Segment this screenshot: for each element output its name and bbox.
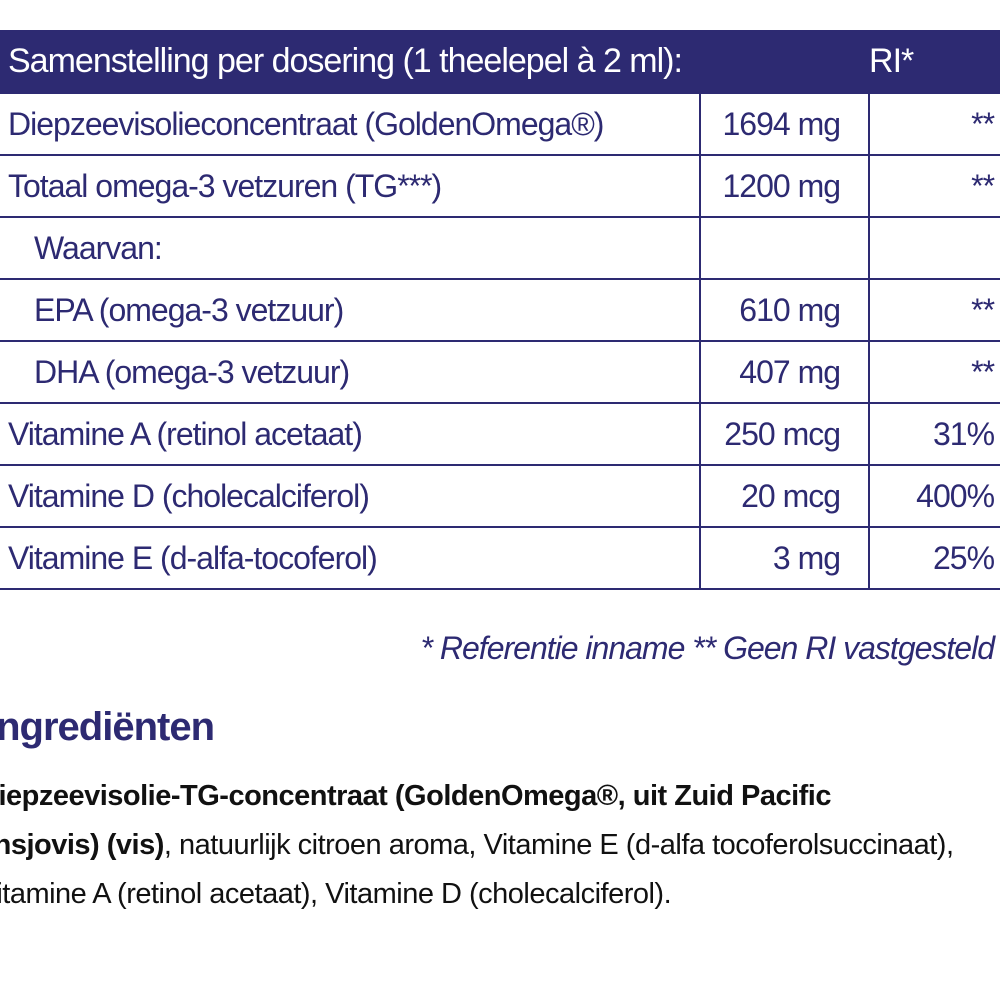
table-header: Samenstelling per dosering (1 theelepel … — [0, 30, 1000, 93]
nutrient-name: Vitamine E (d-alfa-tocoferol) — [0, 526, 701, 590]
nutrient-amount: 1694 mg — [698, 92, 871, 156]
nutrient-amount-text: 250 mcg — [724, 415, 841, 452]
nutrient-ri: ** — [868, 92, 1000, 156]
nutrient-name-text: Diepzeevisolieconcentraat (GoldenOmega®) — [8, 105, 604, 142]
ingredients-bold: Diepzeevisolie-TG-concentraat (GoldenOme… — [0, 780, 831, 861]
nutrient-name-text: Vitamine A (retinol acetaat) — [8, 415, 363, 452]
footnote: * Referentie inname ** Geen RI vastgeste… — [420, 630, 995, 666]
nutrient-ri: ** — [868, 154, 1000, 218]
nutrient-amount: 407 mg — [698, 340, 871, 404]
nutrient-amount-text: 1694 mg — [722, 105, 841, 142]
header-composition-text: Samenstelling per dosering (1 theelepel … — [8, 41, 683, 80]
nutrient-name: DHA (omega-3 vetzuur) — [0, 340, 701, 404]
nutrient-ri-text: 31% — [932, 415, 995, 452]
nutrient-amount: 610 mg — [698, 278, 871, 342]
nutrient-name: Waarvan: — [0, 216, 701, 280]
nutrient-name-text: EPA (omega-3 vetzuur) — [34, 291, 344, 328]
nutrient-ri: ** — [868, 278, 1000, 342]
nutrient-amount — [698, 216, 871, 280]
table-row: Diepzeevisolieconcentraat (GoldenOmega®)… — [0, 92, 1000, 156]
nutrient-ri-text: ** — [971, 353, 995, 390]
table-row: Vitamine A (retinol acetaat) 250 mcg 31% — [0, 402, 1000, 466]
table-row: Waarvan: — [0, 216, 1000, 280]
nutrient-ri: ** — [868, 340, 1000, 404]
nutrient-amount-text: 407 mg — [739, 353, 841, 390]
nutrient-ri — [868, 216, 1000, 280]
table-row: DHA (omega-3 vetzuur) 407 mg ** — [0, 340, 1000, 404]
nutrient-ri-text: ** — [971, 167, 995, 204]
ingredients-text: Diepzeevisolie-TG-concentraat (GoldenOme… — [0, 772, 958, 919]
nutrient-amount-text: 610 mg — [739, 291, 841, 328]
nutrient-amount-text: 20 mcg — [741, 477, 841, 514]
nutrient-name: Vitamine A (retinol acetaat) — [0, 402, 701, 466]
nutrient-name-text: Totaal omega-3 vetzuren (TG***) — [8, 167, 442, 204]
nutrient-ri: 25% — [868, 526, 1000, 590]
table-row: Vitamine E (d-alfa-tocoferol) 3 mg 25% — [0, 526, 1000, 590]
header-composition: Samenstelling per dosering (1 theelepel … — [0, 30, 870, 93]
nutrient-ri-text: 25% — [932, 539, 995, 576]
nutrient-ri-text: ** — [971, 105, 995, 142]
nutrient-name: Vitamine D (cholecalciferol) — [0, 464, 701, 528]
nutrient-name: Diepzeevisolieconcentraat (GoldenOmega®) — [0, 92, 701, 156]
ingredients-title: Ingrediënten — [0, 705, 215, 749]
nutrient-ri: 400% — [868, 464, 1000, 528]
table-row: Totaal omega-3 vetzuren (TG***) 1200 mg ** — [0, 154, 1000, 218]
nutrient-ri: 31% — [868, 402, 1000, 466]
nutrient-name-text: Waarvan: — [34, 229, 163, 266]
nutrient-amount: 1200 mg — [698, 154, 871, 218]
nutrient-name-text: Vitamine E (d-alfa-tocoferol) — [8, 539, 378, 576]
nutrient-amount-text: 3 mg — [772, 539, 841, 576]
nutrient-name-text: DHA (omega-3 vetzuur) — [34, 353, 350, 390]
nutrient-amount: 20 mcg — [698, 464, 871, 528]
nutrient-name: EPA (omega-3 vetzuur) — [0, 278, 701, 342]
header-ri: RI* — [869, 30, 1000, 93]
table-row: Vitamine D (cholecalciferol) 20 mcg 400% — [0, 464, 1000, 528]
table-row: EPA (omega-3 vetzuur) 610 mg ** — [0, 278, 1000, 342]
nutrient-amount-text: 1200 mg — [722, 167, 841, 204]
nutrient-ri-text: 400% — [916, 477, 995, 514]
header-ri-text: RI* — [869, 41, 914, 80]
nutrient-amount: 250 mcg — [698, 402, 871, 466]
nutrient-name-text: Vitamine D (cholecalciferol) — [8, 477, 370, 514]
composition-table: Samenstelling per dosering (1 theelepel … — [0, 30, 1000, 590]
nutrient-name: Totaal omega-3 vetzuren (TG***) — [0, 154, 701, 218]
nutrient-ri-text: ** — [971, 291, 995, 328]
ingredients-rest: , natuurlijk citroen aroma, Vitamine E (… — [0, 829, 954, 910]
nutrient-amount: 3 mg — [698, 526, 871, 590]
